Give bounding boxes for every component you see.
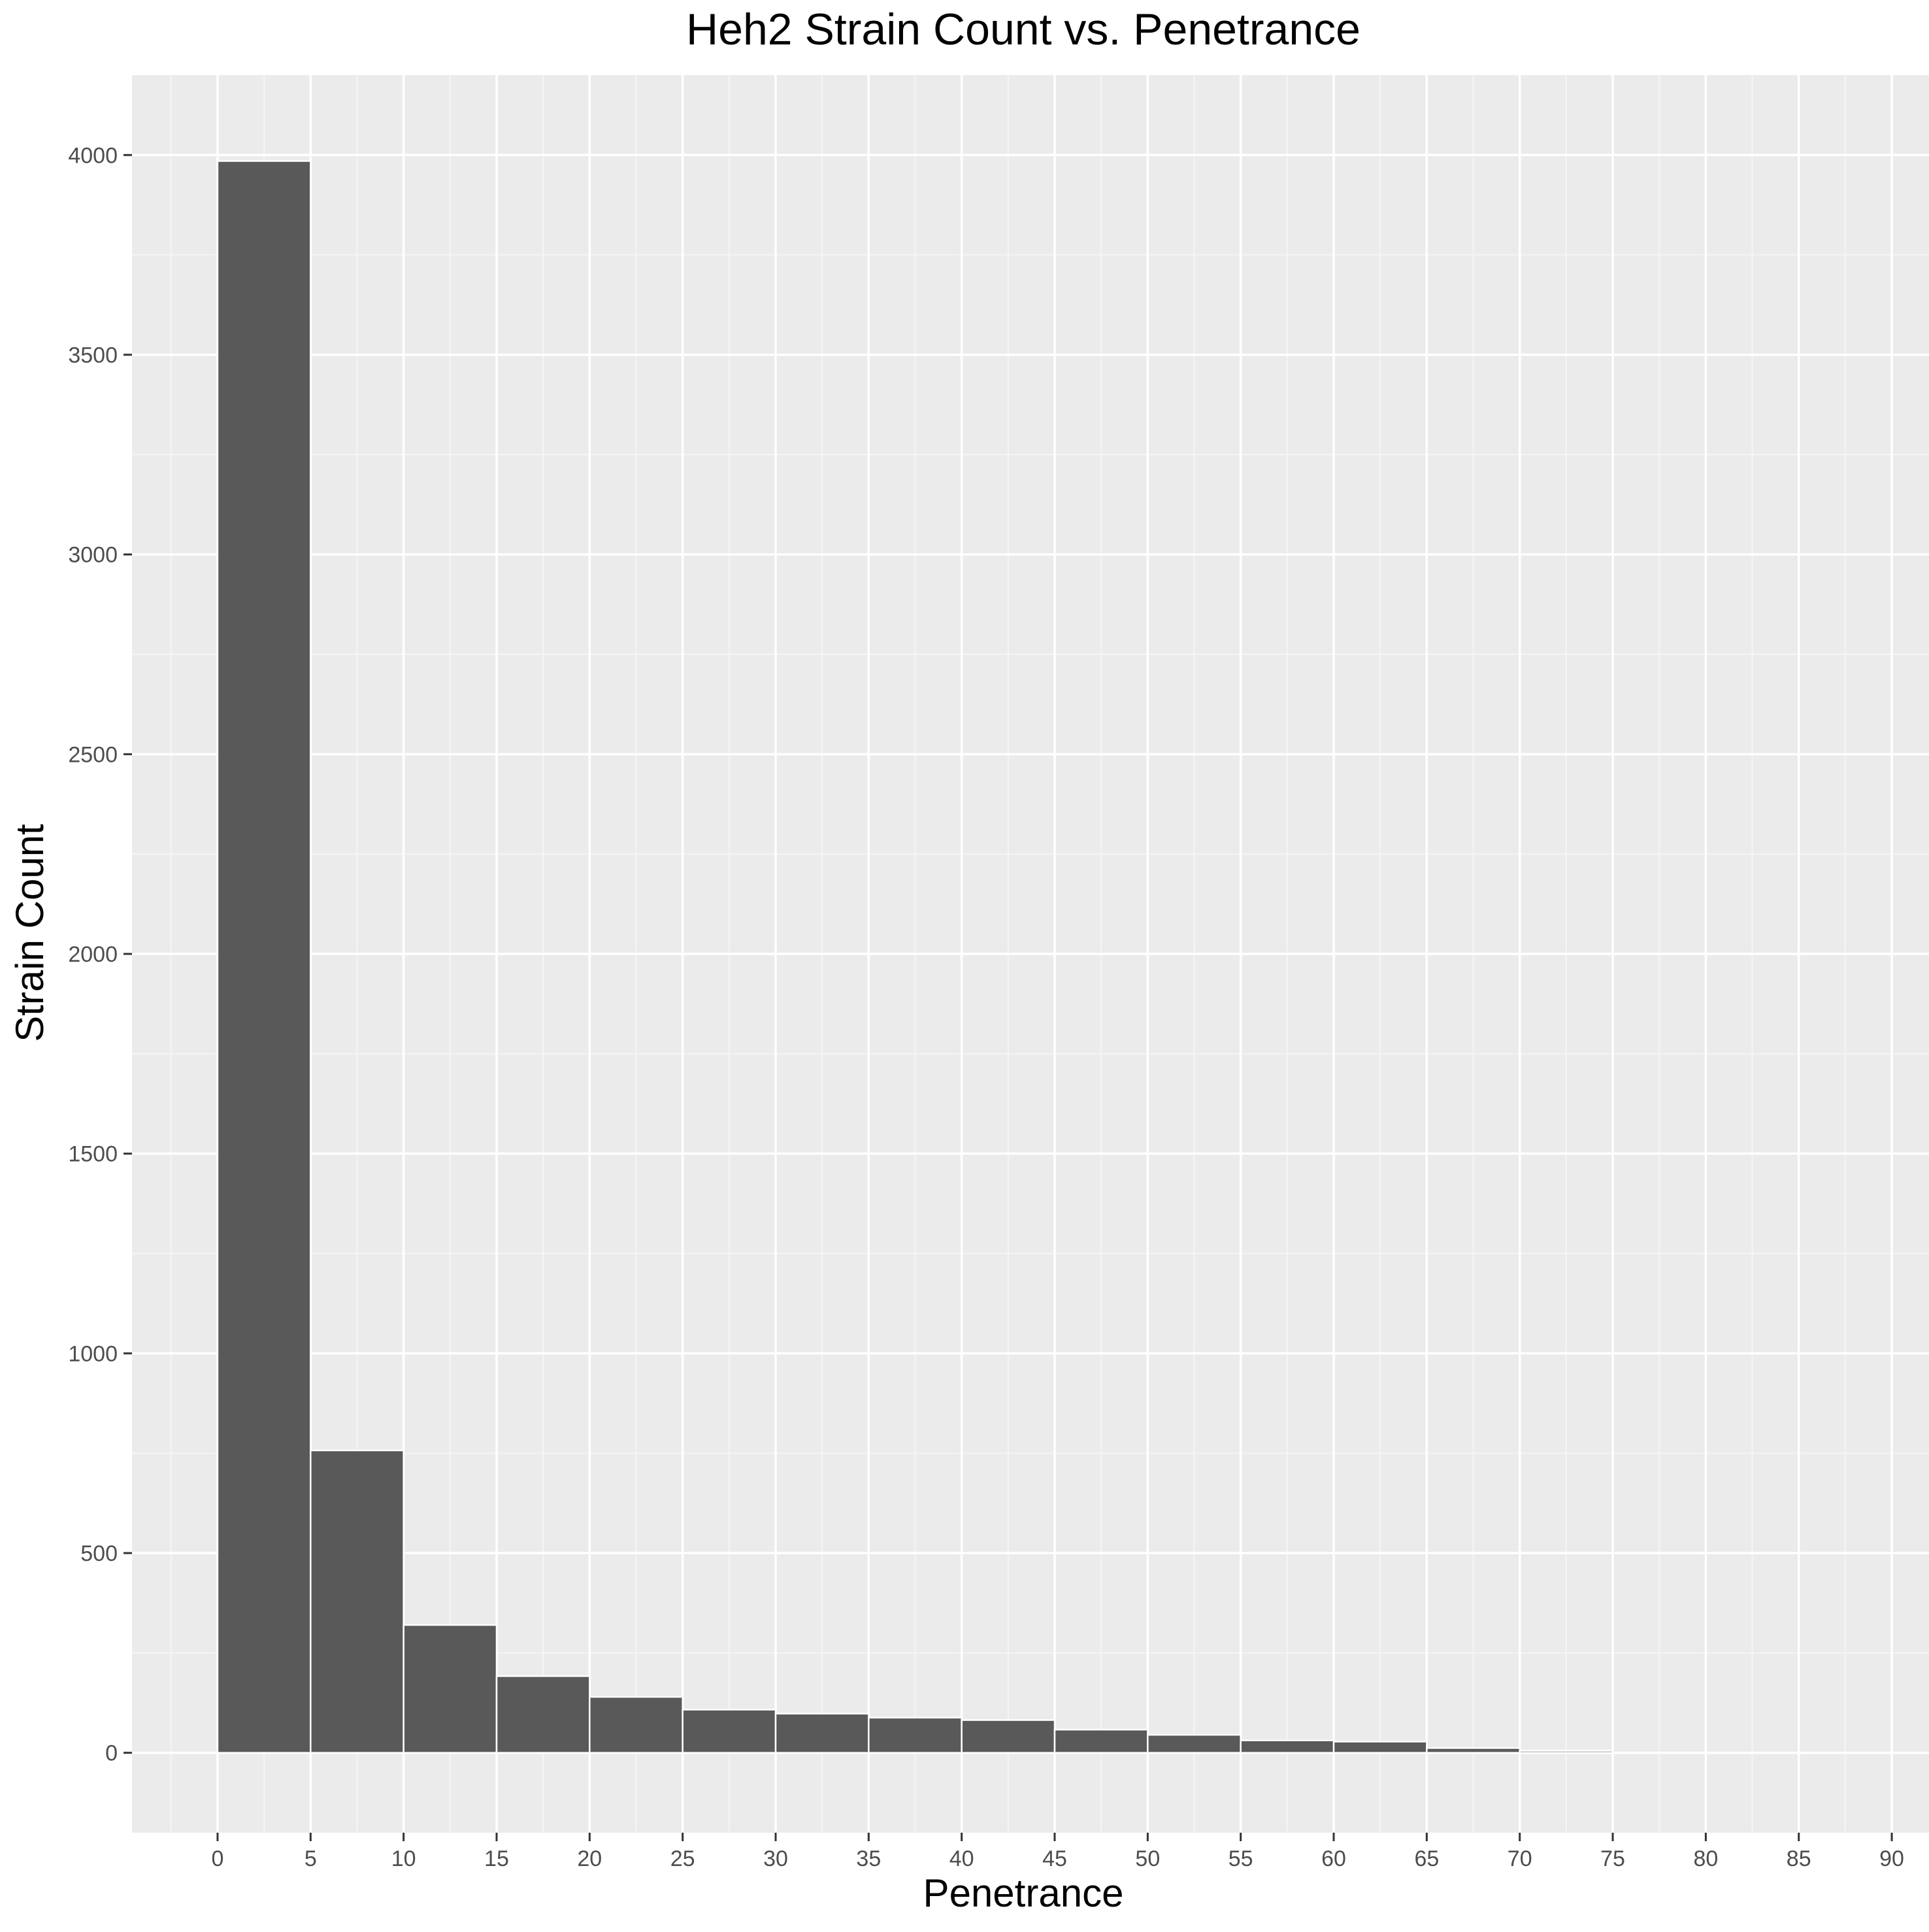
histogram-bar-25-30 [682, 1709, 777, 1754]
x-tick-label: 60 [1321, 1846, 1346, 1871]
histogram-bar-35-40 [868, 1716, 963, 1754]
x-tick-label: 50 [1135, 1846, 1160, 1871]
y-tick-label: 500 [80, 1541, 118, 1566]
x-tick-label: 15 [484, 1846, 509, 1871]
y-tick-label: 1500 [68, 1142, 118, 1167]
x-tick-label: 65 [1414, 1846, 1439, 1871]
y-tick-label: 2500 [68, 742, 118, 767]
x-tick-label: 20 [577, 1846, 602, 1871]
y-axis-label: Strain Count [8, 824, 52, 1042]
histogram-bar-10-15 [403, 1624, 498, 1754]
histogram-bar-70-75 [1519, 1750, 1614, 1754]
histogram-bar-55-60 [1240, 1739, 1335, 1754]
x-tick-label: 90 [1879, 1846, 1904, 1871]
y-tick-label: 3000 [68, 543, 118, 568]
x-tick-label: 10 [391, 1846, 416, 1871]
y-tick-label: 2000 [68, 942, 118, 967]
histogram-bar-60-65 [1332, 1741, 1428, 1754]
x-tick-label: 35 [856, 1846, 881, 1871]
histogram-bar-45-50 [1053, 1729, 1149, 1754]
histogram-bars [216, 160, 1707, 1754]
histogram-bar-65-70 [1426, 1747, 1521, 1754]
y-axis: 0 500 1000 1500 2000 2500 3000 3500 4000 [68, 143, 132, 1766]
y-tick-label: 0 [105, 1741, 118, 1766]
x-tick-label: 70 [1508, 1846, 1532, 1871]
chart-title: Heh2 Strain Count vs. Penetrance [686, 5, 1360, 54]
y-tick-label: 4000 [68, 143, 118, 168]
histogram-bar-15-20 [495, 1675, 591, 1754]
x-tick-label: 40 [949, 1846, 974, 1871]
x-tick-label: 5 [305, 1846, 317, 1871]
y-tick-label: 1000 [68, 1341, 118, 1366]
y-tick-label: 3500 [68, 343, 118, 368]
histogram-bar-20-25 [589, 1695, 684, 1754]
histogram-bar-75-80 [1611, 1751, 1707, 1754]
x-tick-label: 30 [763, 1846, 788, 1871]
x-tick-label: 0 [211, 1846, 223, 1871]
histogram-bar-50-55 [1147, 1733, 1242, 1754]
histogram-bar-30-35 [774, 1712, 870, 1754]
histogram-bar-0-5 [216, 160, 312, 1754]
histogram-bar-40-45 [961, 1719, 1056, 1754]
x-tick-label: 45 [1042, 1846, 1067, 1871]
x-tick-label: 85 [1787, 1846, 1811, 1871]
x-tick-label: 75 [1600, 1846, 1625, 1871]
x-axis-label: Penetrance [923, 1871, 1124, 1915]
x-axis: 0 5 10 15 20 25 30 35 40 45 50 55 60 65 70 75 80 85 90 [211, 1833, 1904, 1871]
histogram-bar-5-10 [310, 1449, 404, 1754]
x-tick-label: 80 [1693, 1846, 1718, 1871]
x-tick-label: 55 [1228, 1846, 1253, 1871]
x-tick-label: 25 [670, 1846, 695, 1871]
